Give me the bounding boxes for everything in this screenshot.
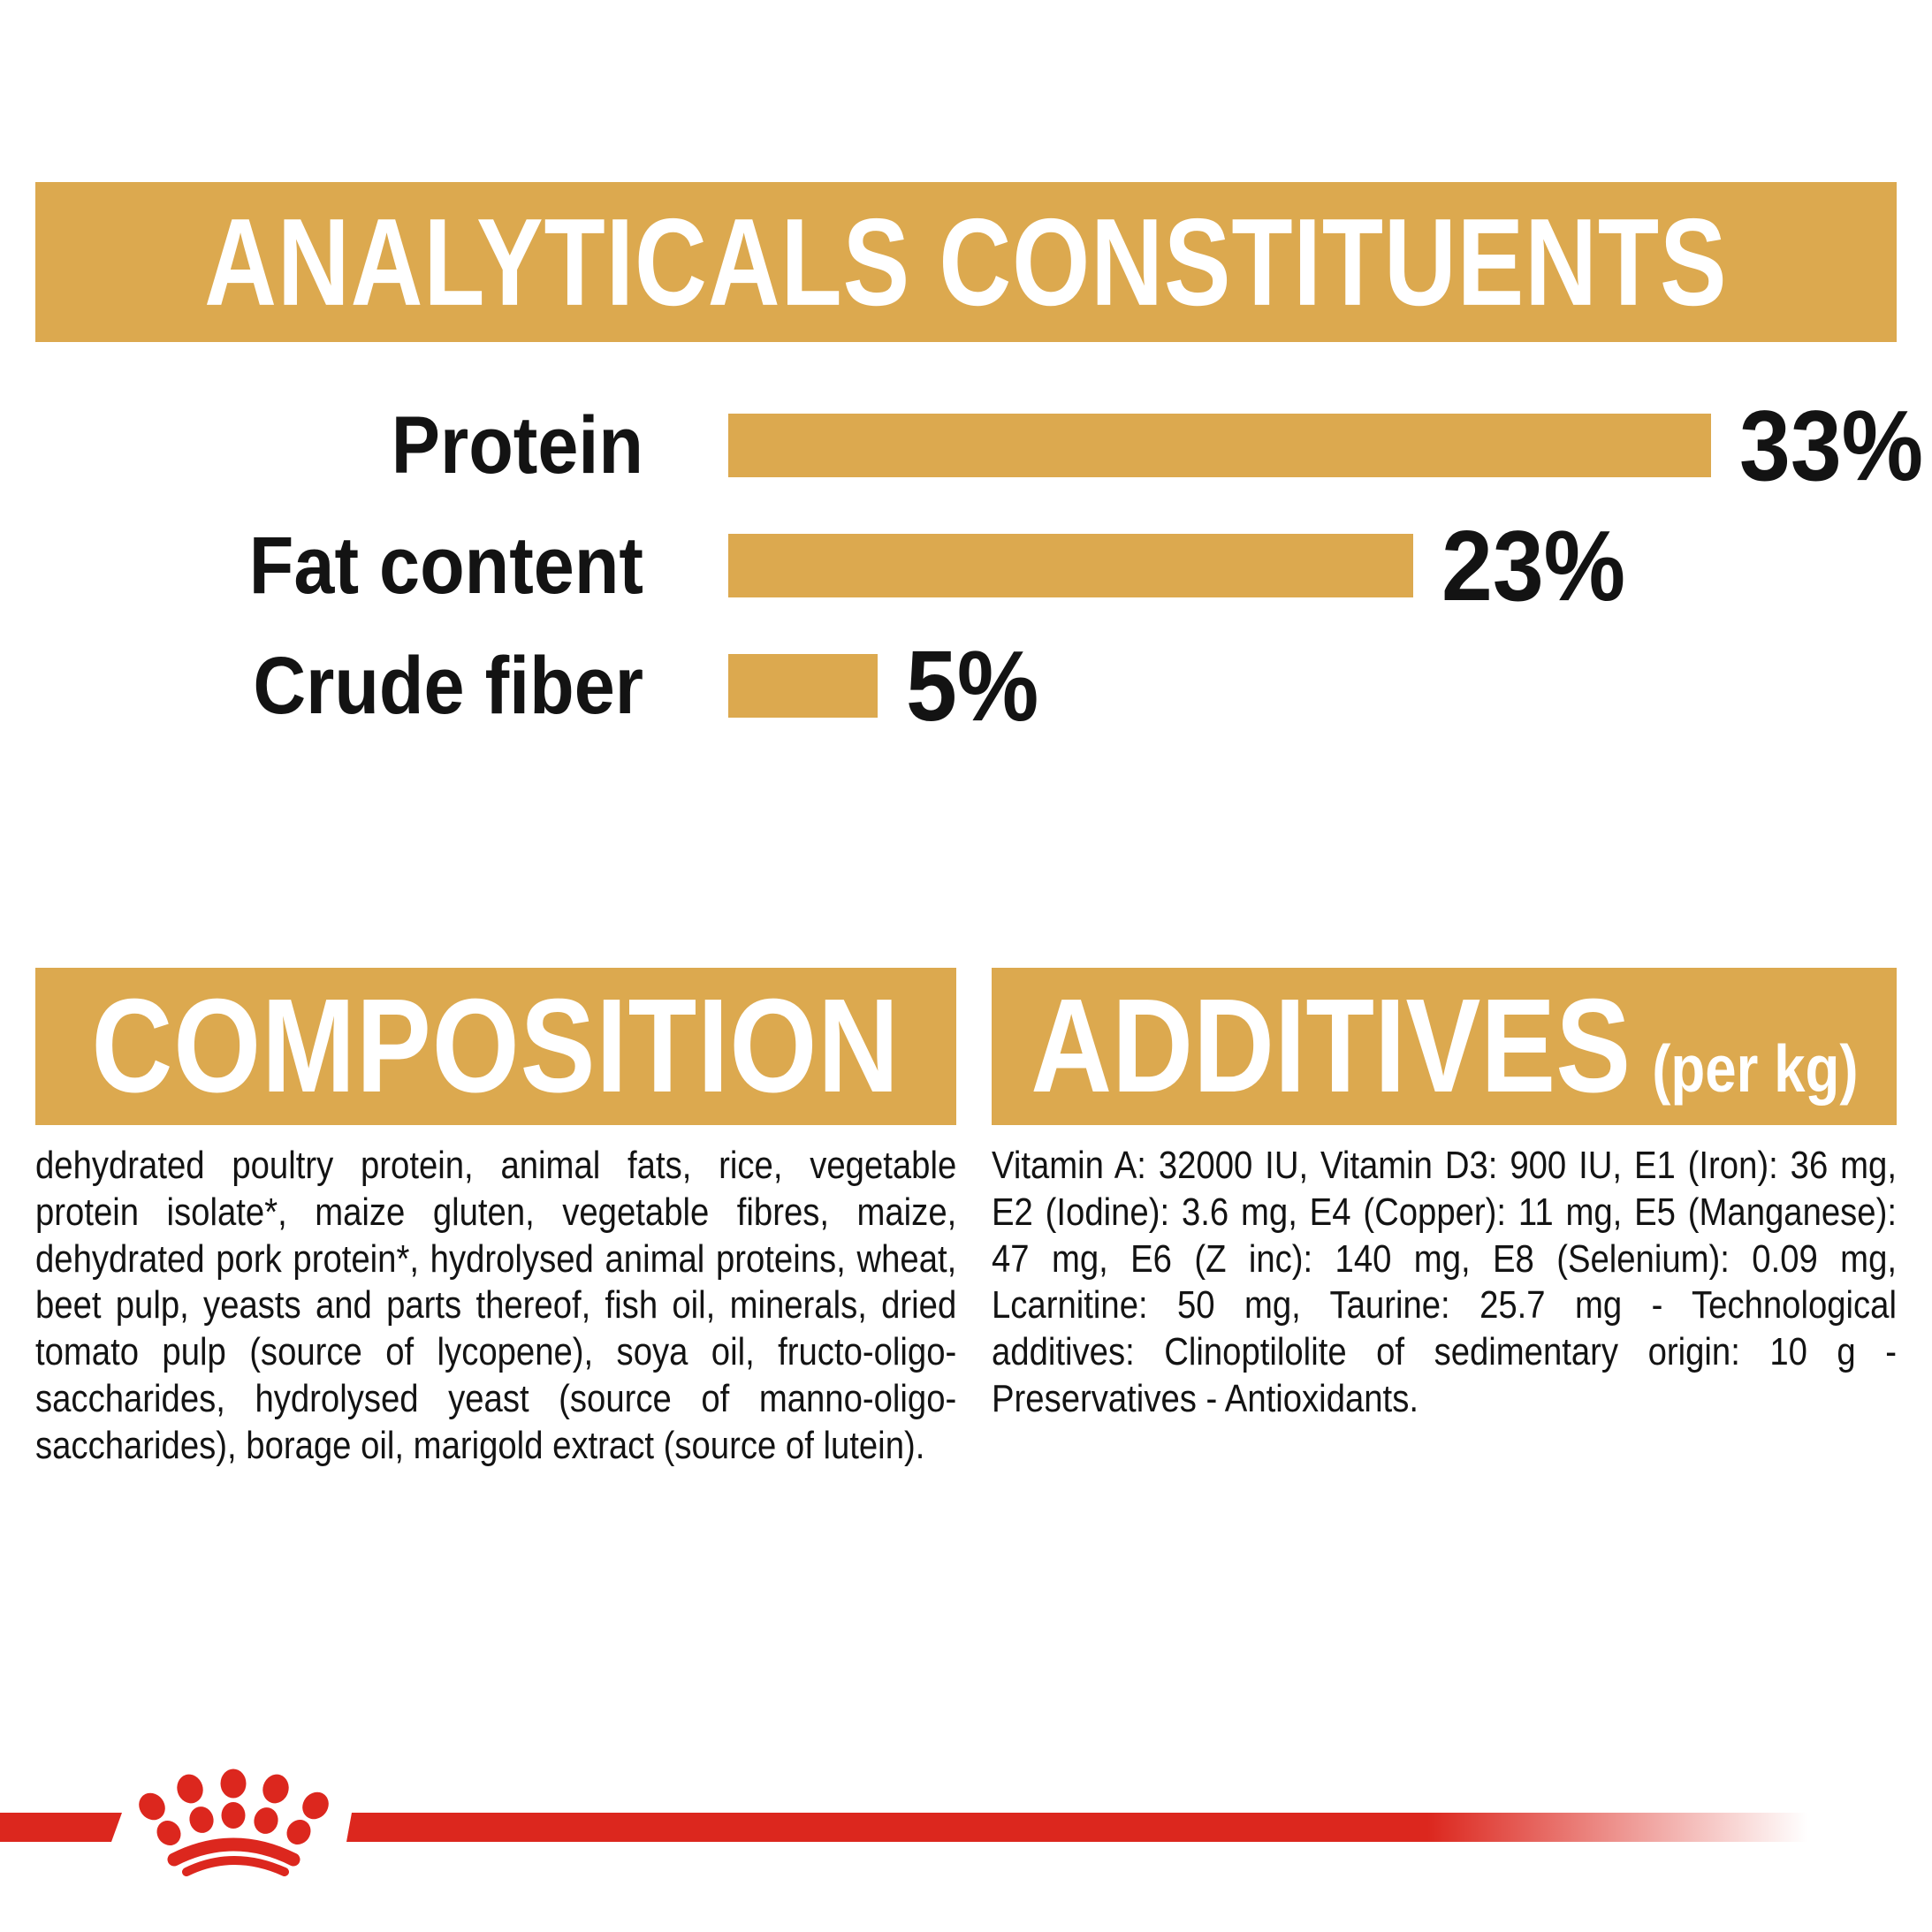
chart-row-label: Protein [391, 399, 643, 491]
additives-title-sub: (per kg) [1651, 1031, 1859, 1107]
additives-body: Vitamin A: 32000 IU, Vitamin D3: 900 IU,… [992, 1143, 1897, 1423]
additives-text: Vitamin A: 32000 IU, Vitamin D3: 900 IU,… [992, 1144, 1897, 1420]
composition-text: dehydrated poultry protein, animal fats,… [35, 1144, 957, 1467]
additives-title: ADDITIVES (per kg) [1031, 970, 1858, 1122]
chart-bar-value: 23% [1441, 510, 1626, 621]
chart-bar [728, 414, 1712, 477]
composition-banner: COMPOSITION [35, 968, 956, 1125]
additives-banner: ADDITIVES (per kg) [992, 968, 1897, 1125]
chart-bar-value: 33% [1739, 390, 1924, 501]
composition-body: dehydrated poultry protein, animal fats,… [35, 1143, 956, 1470]
red-ribbon-right [346, 1813, 1807, 1842]
chart-bar [728, 534, 1414, 597]
royal-canin-crown-icon [139, 1768, 329, 1876]
chart-row-label: Crude fiber [253, 640, 643, 731]
red-ribbon-left [0, 1813, 122, 1842]
analyticals-banner: ANALYTICALS CONSTITUENTS [35, 182, 1897, 342]
chart-bar-value: 5% [905, 630, 1038, 742]
composition-title: COMPOSITION [91, 971, 901, 1121]
chart-bar [728, 654, 878, 718]
chart-row-label: Fat content [248, 520, 643, 611]
analyticals-title: ANALYTICALS CONSTITUENTS [204, 192, 1728, 332]
additives-title-main: ADDITIVES [1030, 971, 1631, 1121]
